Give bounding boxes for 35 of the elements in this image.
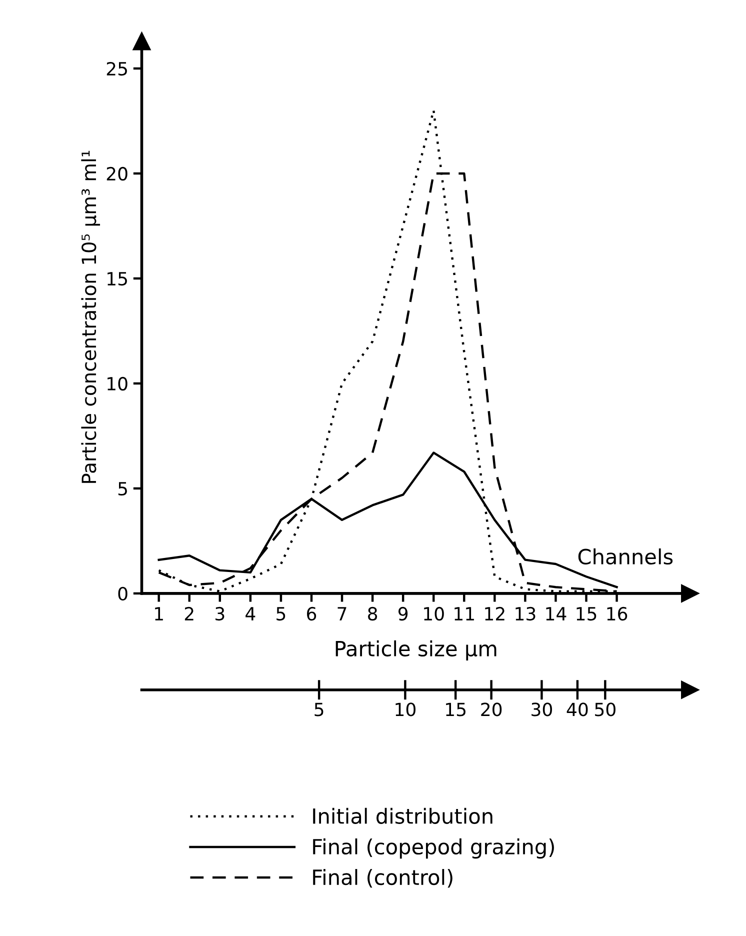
y-tick-label: 10 xyxy=(108,376,128,391)
x-tick-label: 2 xyxy=(184,606,194,620)
x-tick-label: 16 xyxy=(607,606,628,621)
y-tick-label: 15 xyxy=(108,272,127,286)
x-tick-label: 1 xyxy=(155,607,163,620)
x-tick-label: 14 xyxy=(546,607,566,620)
x-tick-label: 6 xyxy=(307,606,316,621)
x-tick-label: 7 xyxy=(338,607,346,620)
x-tick-label: 8 xyxy=(368,606,378,621)
x-tick-label: 10 xyxy=(424,606,444,621)
x-tick-label: 15 xyxy=(576,607,596,621)
legend-label: Initial distribution xyxy=(313,808,492,824)
y-tick-label: 5 xyxy=(118,482,127,496)
legend-label: Final (copepod grazing) xyxy=(313,838,554,859)
x-tick-label: 5 xyxy=(276,607,286,621)
x-tick-label: 3 xyxy=(216,606,224,621)
x2-tick-label: 30 xyxy=(532,702,552,716)
y-tick-label: 0 xyxy=(118,586,128,601)
x2-tick-label: 5 xyxy=(314,702,324,716)
legend-label: Final (control) xyxy=(313,869,452,888)
x-tick-label: 13 xyxy=(516,606,536,621)
x-axis-title: Channels xyxy=(578,548,673,565)
y-axis-title: Particle concentration 10⁵ µm³ ml¹ xyxy=(81,150,100,483)
x2-tick-label: 15 xyxy=(446,702,466,716)
x2-tick-label: 10 xyxy=(396,702,416,716)
x-tick-label: 11 xyxy=(454,607,474,620)
x2-tick-label: 50 xyxy=(595,702,616,716)
x-tick-label: 4 xyxy=(246,607,256,620)
x2-tick-label: 20 xyxy=(481,702,502,716)
y-tick-label: 20 xyxy=(106,166,128,181)
x2-axis-title: Particle size µm xyxy=(336,640,496,661)
x2-tick-label: 40 xyxy=(566,702,588,716)
x-tick-label: 9 xyxy=(398,606,408,621)
x-tick-label: 12 xyxy=(485,606,504,620)
y-tick-label: 25 xyxy=(106,62,127,76)
